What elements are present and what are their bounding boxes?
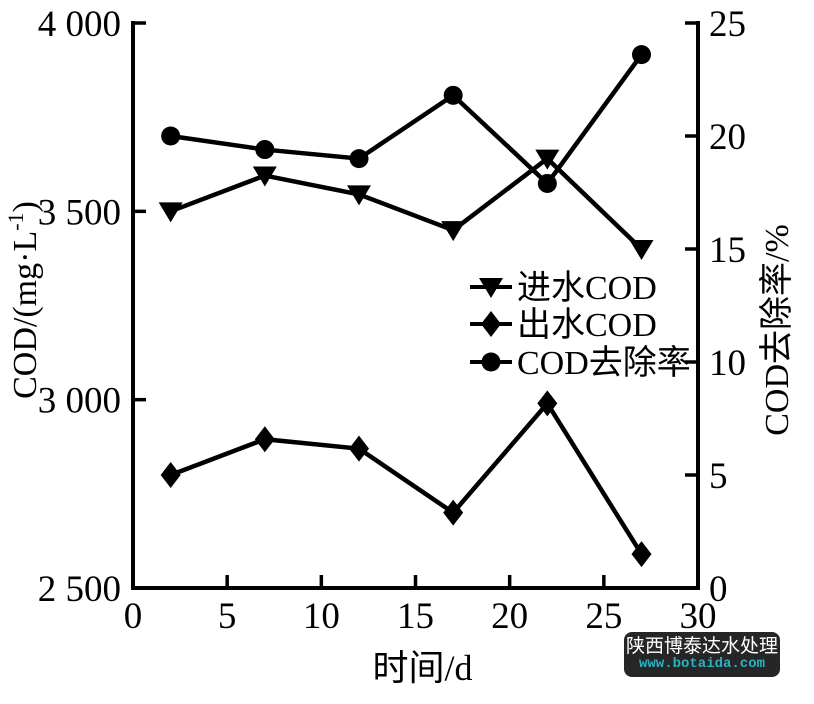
watermark: 陕西博泰达水处理 www.botaida.com	[624, 632, 780, 677]
series-1-marker-diamond	[631, 541, 652, 568]
series-1-marker-diamond	[160, 462, 181, 488]
right-axis-tick-label: 25	[709, 4, 746, 45]
legend-marker-diamond	[481, 311, 501, 337]
series-1-marker-diamond	[254, 426, 275, 453]
series-2-marker-circle	[443, 85, 463, 105]
watermark-url: www.botaida.com	[638, 656, 766, 673]
x-axis-tick-label: 10	[303, 596, 340, 637]
series-2-marker-circle	[537, 173, 557, 193]
series-2-marker-circle	[161, 126, 181, 146]
left-axis-tick-label: 3 500	[38, 192, 121, 233]
x-axis-tick-label: 20	[491, 596, 528, 637]
right-axis-title: COD去除率/%	[758, 224, 796, 436]
series-0-marker-triangle-down	[629, 240, 654, 260]
series-line-2	[170, 53, 644, 187]
series-1-marker-diamond	[349, 435, 369, 462]
series-0-marker-triangle-down	[252, 166, 277, 187]
series-line-0	[169, 155, 644, 251]
x-axis-tick-label: 0	[124, 596, 143, 637]
x-axis-tick-label: 5	[218, 596, 237, 637]
legend-label-2: COD去除率	[517, 344, 691, 382]
series-2-marker-circle	[255, 140, 275, 160]
legend-label-1: 出水COD	[517, 306, 657, 344]
series-0-marker-triangle-down	[441, 221, 466, 242]
series-line-1	[169, 399, 644, 556]
series-2-marker-circle	[632, 45, 651, 65]
right-axis-tick-label: 20	[709, 117, 746, 158]
right-axis-tick-label: 15	[709, 230, 746, 271]
legend-marker-circle	[481, 352, 501, 372]
series-2-marker-circle	[349, 149, 369, 169]
left-axis-tick-label: 4 000	[38, 4, 121, 45]
series-0-marker-triangle-down	[347, 185, 371, 206]
series-1-marker-diamond	[443, 499, 464, 526]
legend-marker-triangle-down	[479, 278, 503, 298]
watermark-company-name: 陕西博泰达水处理	[625, 636, 778, 658]
x-axis-tick-label: 30	[680, 596, 717, 637]
series-0-marker-triangle-down	[535, 149, 560, 170]
x-axis-tick-label: 25	[585, 596, 622, 637]
right-axis-tick-label: 10	[709, 343, 746, 384]
series-1-marker-diamond	[537, 390, 558, 417]
series-0-marker-triangle-down	[158, 202, 183, 223]
left-axis-title: COD/(mg·L-1)	[3, 201, 44, 399]
right-axis-tick-label: 5	[709, 456, 728, 497]
right-axis-tick-label: 0	[709, 569, 728, 610]
left-axis-tick-label: 2 500	[38, 569, 121, 610]
left-axis-tick-label: 3 000	[38, 381, 121, 422]
x-axis-tick-label: 15	[397, 596, 434, 637]
legend-label-0: 进水COD	[517, 270, 657, 307]
x-axis-title: 时间/d	[372, 648, 472, 688]
